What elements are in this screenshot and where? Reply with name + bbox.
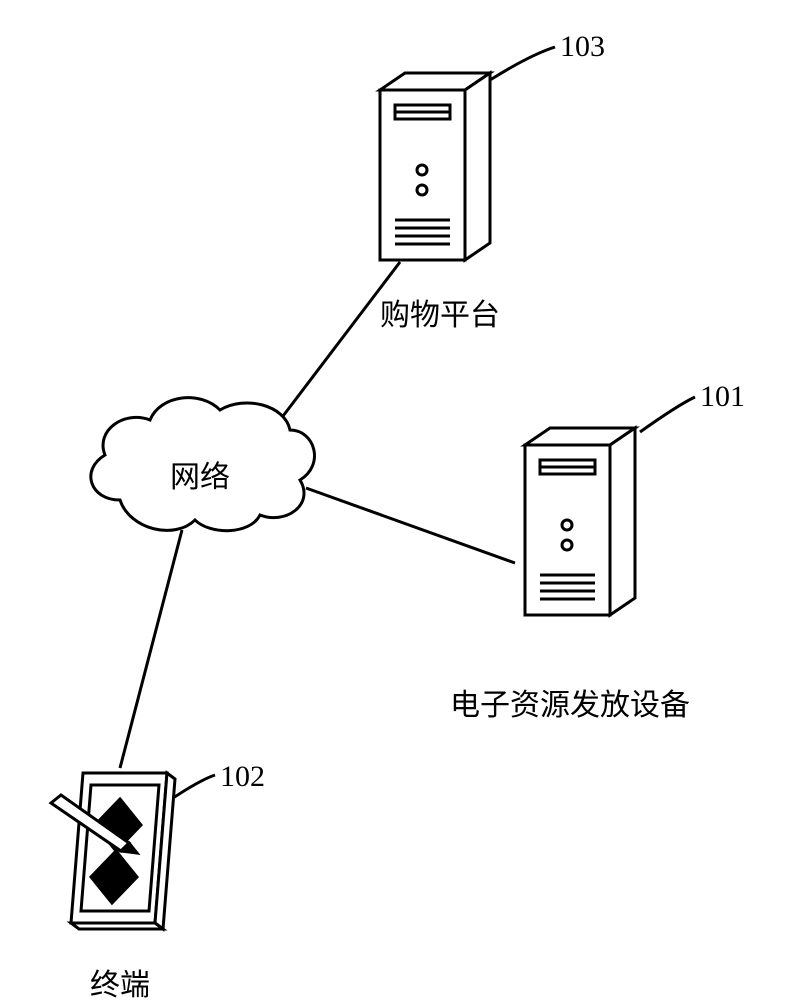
label-resource-device: 电子资源发放设备: [450, 680, 690, 724]
ref-103: 103: [560, 30, 605, 64]
ref-102: 102: [220, 760, 265, 794]
label-network: 网络: [170, 452, 230, 496]
label-terminal: 终端: [90, 960, 150, 1004]
ref-101: 101: [700, 380, 745, 414]
label-shopping-platform: 购物平台: [380, 290, 500, 334]
phone-icon-terminal: [55, 765, 185, 940]
server-icon-resource: [515, 425, 645, 625]
server-icon-shopping: [370, 70, 500, 270]
diagram-canvas: 103 购物平台 101 电子资源发放设备 102 终端 网络: [0, 0, 809, 1000]
